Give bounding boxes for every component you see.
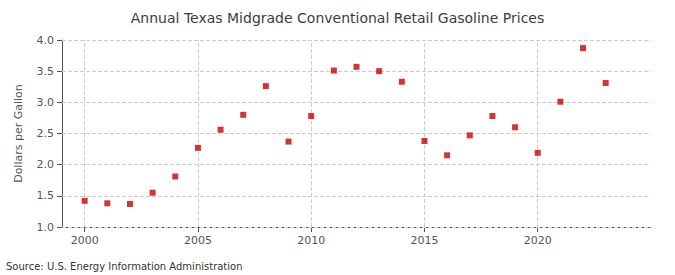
svg-text:2.5: 2.5 <box>37 127 55 140</box>
svg-text:2.0: 2.0 <box>37 158 55 171</box>
svg-text:2000: 2000 <box>71 234 99 247</box>
svg-text:2005: 2005 <box>184 234 212 247</box>
svg-text:3.5: 3.5 <box>37 65 55 78</box>
svg-text:2020: 2020 <box>524 234 552 247</box>
svg-text:2010: 2010 <box>297 234 325 247</box>
svg-text:2015: 2015 <box>410 234 438 247</box>
svg-text:Dollars per Gallon: Dollars per Gallon <box>12 84 25 183</box>
svg-text:4.0: 4.0 <box>37 34 55 47</box>
svg-text:1.5: 1.5 <box>37 189 55 202</box>
svg-text:3.0: 3.0 <box>37 96 55 109</box>
svg-text:Annual Texas Midgrade Conventi: Annual Texas Midgrade Conventional Retai… <box>131 10 544 26</box>
svg-text:1.0: 1.0 <box>37 221 55 234</box>
svg-text:Source: U.S. Energy Informatio: Source: U.S. Energy Information Administ… <box>6 261 243 272</box>
